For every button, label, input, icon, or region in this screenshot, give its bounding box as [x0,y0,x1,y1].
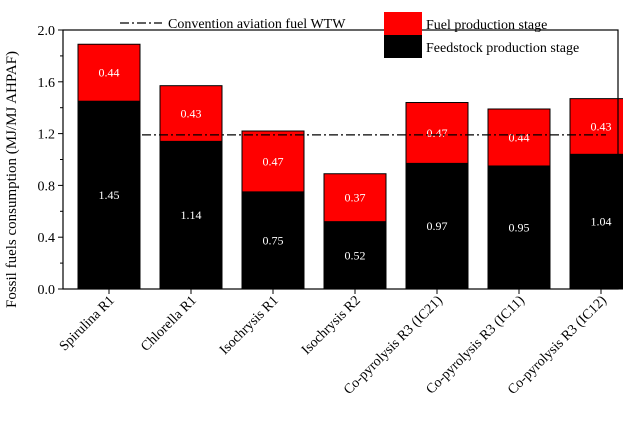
y-tick-label: 1.6 [38,76,56,91]
bar-label-fuel: 0.44 [99,66,120,80]
y-tick-label: 0.8 [38,179,56,194]
bars-group [77,43,623,290]
bar-label-feedstock: 0.75 [263,233,284,247]
bar-feedstock [569,153,623,290]
y-tick-label: 2.0 [38,24,56,39]
y-ticks: 0.0 0.4 0.8 1.2 1.6 2.0 [38,24,63,298]
bar-feedstock [241,191,305,290]
bar-label-feedstock: 0.97 [427,219,448,233]
bar-fuel [487,108,551,167]
legend: Convention aviation fuel WTW Fuel product… [120,12,579,58]
bar-fuel [159,85,223,142]
bar-label-feedstock: 0.52 [345,248,366,262]
bar-feedstock [77,100,141,290]
bar-label-feedstock: 1.45 [99,188,120,202]
y-tick-label: 0.4 [38,231,56,246]
bar-label-fuel: 0.44 [509,130,530,144]
bar-label-feedstock: 0.95 [509,220,530,234]
bar-label-fuel: 0.47 [427,126,448,140]
x-ticks: Spirulina R1 Chlorella R1 Isochrysis R1 Iso… [57,289,610,398]
bar-label-fuel: 0.43 [591,119,612,133]
y-axis-label: Fossil fuels consumption (MJ/MJ AHPAF) [4,51,20,308]
legend-fuel-swatch [384,12,422,35]
bar-label-fuel: 0.43 [181,107,202,121]
bar-value-labels: 1.45 0.44 1.14 0.43 0.75 0.47 0.52 0.37 0.97 0.47… [99,66,612,263]
legend-fuel-label: Fuel production stage [426,18,547,33]
bar-fuel [569,98,623,155]
x-tick-label: Isochrysis R2 [299,293,364,358]
legend-feedstock-label: Feedstock production stage [426,41,579,56]
bar-label-fuel: 0.47 [263,154,284,168]
bar-feedstock [487,165,551,290]
bar-fuel [77,43,141,102]
x-tick-label: Isochrysis R1 [217,293,282,358]
bar-label-feedstock: 1.04 [591,215,612,229]
y-tick-label: 0.0 [38,283,56,298]
x-tick-label: Spirulina R1 [57,293,118,354]
bar-fuel [405,102,469,164]
legend-ref-label: Convention aviation fuel WTW [168,17,346,32]
bar-fuel [241,130,305,193]
y-tick-label: 1.2 [38,128,56,143]
legend-feedstock-swatch [384,35,422,58]
bar-fuel [323,173,387,223]
x-tick-label: Chlorella R1 [138,293,199,354]
bar-label-fuel: 0.37 [345,191,366,205]
bar-label-feedstock: 1.14 [181,208,202,222]
